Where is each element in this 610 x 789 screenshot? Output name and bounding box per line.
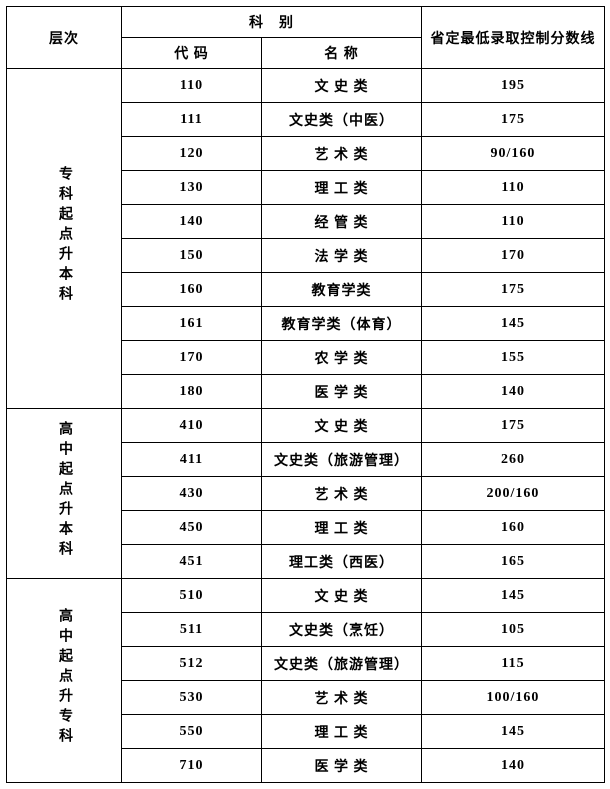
score-cell: 140	[422, 749, 605, 783]
table-row: 高中起点升本科410文 史 类175	[7, 409, 605, 443]
score-cell: 145	[422, 715, 605, 749]
code-cell: 511	[122, 613, 262, 647]
score-cell: 195	[422, 69, 605, 103]
code-cell: 710	[122, 749, 262, 783]
header-code: 代 码	[122, 38, 262, 69]
score-cell: 110	[422, 171, 605, 205]
score-cell: 110	[422, 205, 605, 239]
name-cell: 理 工 类	[262, 171, 422, 205]
name-cell: 法 学 类	[262, 239, 422, 273]
score-cell: 175	[422, 409, 605, 443]
name-cell: 文 史 类	[262, 409, 422, 443]
level-label: 高中起点升本科	[54, 421, 74, 561]
header-name: 名 称	[262, 38, 422, 69]
score-cell: 155	[422, 341, 605, 375]
code-cell: 411	[122, 443, 262, 477]
code-cell: 111	[122, 103, 262, 137]
score-cell: 100/160	[422, 681, 605, 715]
code-cell: 140	[122, 205, 262, 239]
code-cell: 410	[122, 409, 262, 443]
score-cell: 175	[422, 273, 605, 307]
code-cell: 530	[122, 681, 262, 715]
code-cell: 450	[122, 511, 262, 545]
name-cell: 教育学类（体育）	[262, 307, 422, 341]
score-cell: 145	[422, 579, 605, 613]
level-cell: 高中起点升本科	[7, 409, 122, 579]
code-cell: 130	[122, 171, 262, 205]
code-cell: 170	[122, 341, 262, 375]
score-cell: 200/160	[422, 477, 605, 511]
name-cell: 文 史 类	[262, 69, 422, 103]
code-cell: 160	[122, 273, 262, 307]
code-cell: 451	[122, 545, 262, 579]
name-cell: 农 学 类	[262, 341, 422, 375]
name-cell: 医 学 类	[262, 375, 422, 409]
score-cell: 105	[422, 613, 605, 647]
score-cell: 90/160	[422, 137, 605, 171]
name-cell: 文史类（旅游管理）	[262, 647, 422, 681]
name-cell: 艺 术 类	[262, 137, 422, 171]
score-cell: 170	[422, 239, 605, 273]
name-cell: 教育学类	[262, 273, 422, 307]
level-label: 专科起点升本科	[54, 166, 74, 306]
score-cell: 260	[422, 443, 605, 477]
level-cell: 高中起点升专科	[7, 579, 122, 783]
code-cell: 161	[122, 307, 262, 341]
score-cell: 175	[422, 103, 605, 137]
code-cell: 430	[122, 477, 262, 511]
table-row: 专科起点升本科110文 史 类195	[7, 69, 605, 103]
code-cell: 120	[122, 137, 262, 171]
name-cell: 理 工 类	[262, 715, 422, 749]
level-cell: 专科起点升本科	[7, 69, 122, 409]
score-cell: 115	[422, 647, 605, 681]
score-table: 层次科 别省定最低录取控制分数线代 码名 称专科起点升本科110文 史 类195…	[6, 6, 605, 783]
code-cell: 550	[122, 715, 262, 749]
code-cell: 180	[122, 375, 262, 409]
name-cell: 文史类（烹饪）	[262, 613, 422, 647]
score-cell: 160	[422, 511, 605, 545]
name-cell: 文史类（中医）	[262, 103, 422, 137]
name-cell: 医 学 类	[262, 749, 422, 783]
code-cell: 510	[122, 579, 262, 613]
code-cell: 150	[122, 239, 262, 273]
header-subject: 科 别	[122, 7, 422, 38]
code-cell: 512	[122, 647, 262, 681]
name-cell: 经 管 类	[262, 205, 422, 239]
name-cell: 理工类（西医）	[262, 545, 422, 579]
name-cell: 艺 术 类	[262, 477, 422, 511]
score-cell: 140	[422, 375, 605, 409]
header-level: 层次	[7, 7, 122, 69]
name-cell: 艺 术 类	[262, 681, 422, 715]
score-cell: 145	[422, 307, 605, 341]
level-label: 高中起点升专科	[54, 608, 74, 748]
score-cell: 165	[422, 545, 605, 579]
code-cell: 110	[122, 69, 262, 103]
name-cell: 文史类（旅游管理）	[262, 443, 422, 477]
name-cell: 文 史 类	[262, 579, 422, 613]
header-score: 省定最低录取控制分数线	[422, 7, 605, 69]
table-row: 高中起点升专科510文 史 类145	[7, 579, 605, 613]
name-cell: 理 工 类	[262, 511, 422, 545]
